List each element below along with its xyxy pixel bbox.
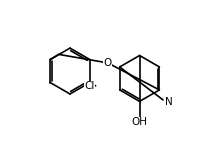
Text: Cl: Cl [85,81,95,91]
Text: OH: OH [132,117,148,127]
Text: O: O [104,58,112,68]
Text: N: N [165,97,173,107]
